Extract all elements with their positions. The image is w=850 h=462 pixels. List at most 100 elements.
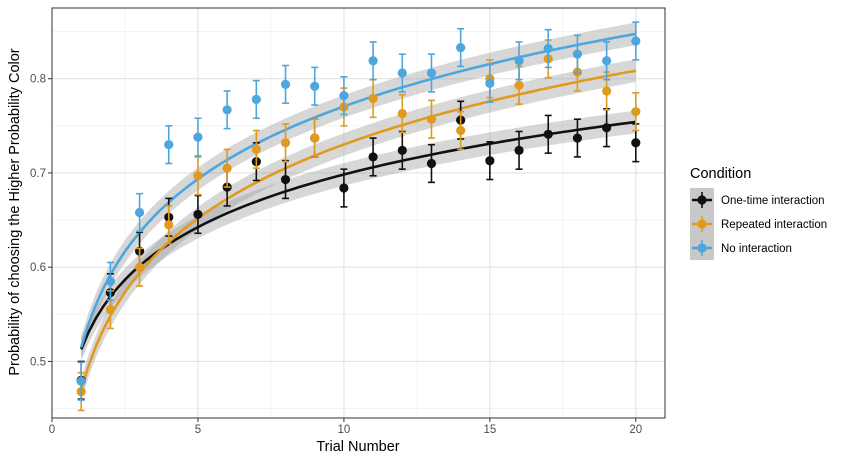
data-point [514,80,524,90]
fit-line-2 [79,32,637,348]
data-point [222,105,232,115]
confidence-band-2 [81,22,636,359]
data-point [251,94,261,105]
data-point [631,107,641,117]
data-point-group [456,27,466,68]
legend-item-2: No interaction [690,236,792,260]
y-tick-label: 0.5 [30,356,46,368]
plot-panel [51,7,666,419]
data-point [76,376,86,386]
data-point-group [514,130,524,170]
data-point-group [164,125,174,165]
y-tick-label: 0.7 [30,168,46,180]
y-tick-label: 0.8 [30,74,46,86]
data-point-group [105,261,115,301]
data-point-group [310,66,320,106]
data-point-group [514,41,524,81]
fit-line-1 [79,69,637,391]
data-point [134,262,145,272]
x-axis-title: Trial Number [316,439,399,455]
data-point [631,36,641,46]
data-point [280,174,291,185]
data-point [397,68,407,78]
data-point [193,171,203,181]
data-point [602,86,612,96]
data-point-group [368,137,378,177]
data-point-group [339,168,349,208]
x-axis-ticks: 0 5 10 15 20 [49,418,642,436]
data-point-group [222,148,232,188]
data-point [572,49,583,59]
legend-label: No interaction [721,243,792,255]
data-point-group [368,41,378,81]
data-point [543,43,553,54]
y-tick-label: 0.6 [30,262,46,274]
data-point [397,145,407,155]
data-point [280,138,291,148]
data-point-group [164,205,174,245]
data-point-group [193,194,203,235]
data-point [164,140,174,150]
legend-label: Repeated interaction [721,219,827,231]
legend-key-point [697,219,707,229]
x-tick-label: 20 [629,424,642,436]
data-point-group [397,93,407,134]
data-point [368,93,378,104]
data-point [134,207,145,218]
data-point [426,114,437,124]
data-point [310,133,320,143]
data-point [222,163,232,173]
legend-item-0: One-time interaction [690,188,825,212]
data-point [397,108,407,119]
data-point-group [134,192,145,233]
data-point-group [485,63,495,104]
data-point-group [572,34,583,74]
data-point-group [485,141,495,181]
data-point [339,183,349,193]
data-point [193,209,203,220]
data-point [251,144,261,154]
data-point [426,68,437,78]
legend-label: One-time interaction [721,195,825,207]
legend-key-point [697,243,707,253]
x-tick-label: 10 [338,424,351,436]
x-tick-label: 15 [483,424,496,436]
x-tick-label: 0 [49,424,55,436]
data-point [105,276,115,286]
data-point [543,129,553,139]
data-point [164,220,174,230]
data-point-group [76,361,86,401]
data-point [339,91,349,101]
data-point-group [572,118,583,158]
data-point [368,152,378,162]
legend-key-point [697,195,707,205]
data-point [280,79,291,89]
panel-border [51,7,666,419]
data-point [310,81,320,91]
data-point-group [456,110,466,151]
data-point [602,123,612,133]
y-axis-title: Probability of choosing the Higher Proba… [7,48,23,375]
data-point [631,138,641,148]
data-point-group [426,99,437,139]
data-point [456,125,466,136]
data-point-group [631,21,641,61]
x-tick-label: 5 [195,424,201,436]
fit-line-0 [80,120,636,350]
legend-item-1: Repeated interaction [690,212,827,236]
data-point [485,78,495,89]
data-point-group [222,90,232,130]
data-point [105,305,115,315]
data-point-group [339,76,349,116]
y-axis-ticks: 0.5 0.6 0.7 0.8 [30,74,52,368]
data-point-group [397,53,407,93]
data-point [602,56,612,66]
data-point-group [251,79,261,120]
data-point [426,158,437,169]
data-point-group [280,123,291,163]
data-point-group [134,247,145,287]
data-point-group [310,118,320,158]
data-point-group [543,28,553,69]
legend: Condition One-time interaction Repeated i… [690,166,827,260]
